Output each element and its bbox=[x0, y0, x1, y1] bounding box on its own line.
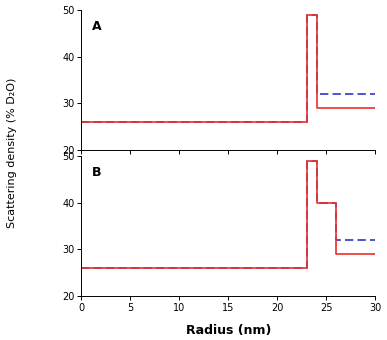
Text: B: B bbox=[92, 166, 101, 179]
Text: Scattering density (% D₂O): Scattering density (% D₂O) bbox=[7, 78, 17, 228]
Text: Radius (nm): Radius (nm) bbox=[186, 324, 271, 337]
Text: A: A bbox=[92, 20, 101, 33]
